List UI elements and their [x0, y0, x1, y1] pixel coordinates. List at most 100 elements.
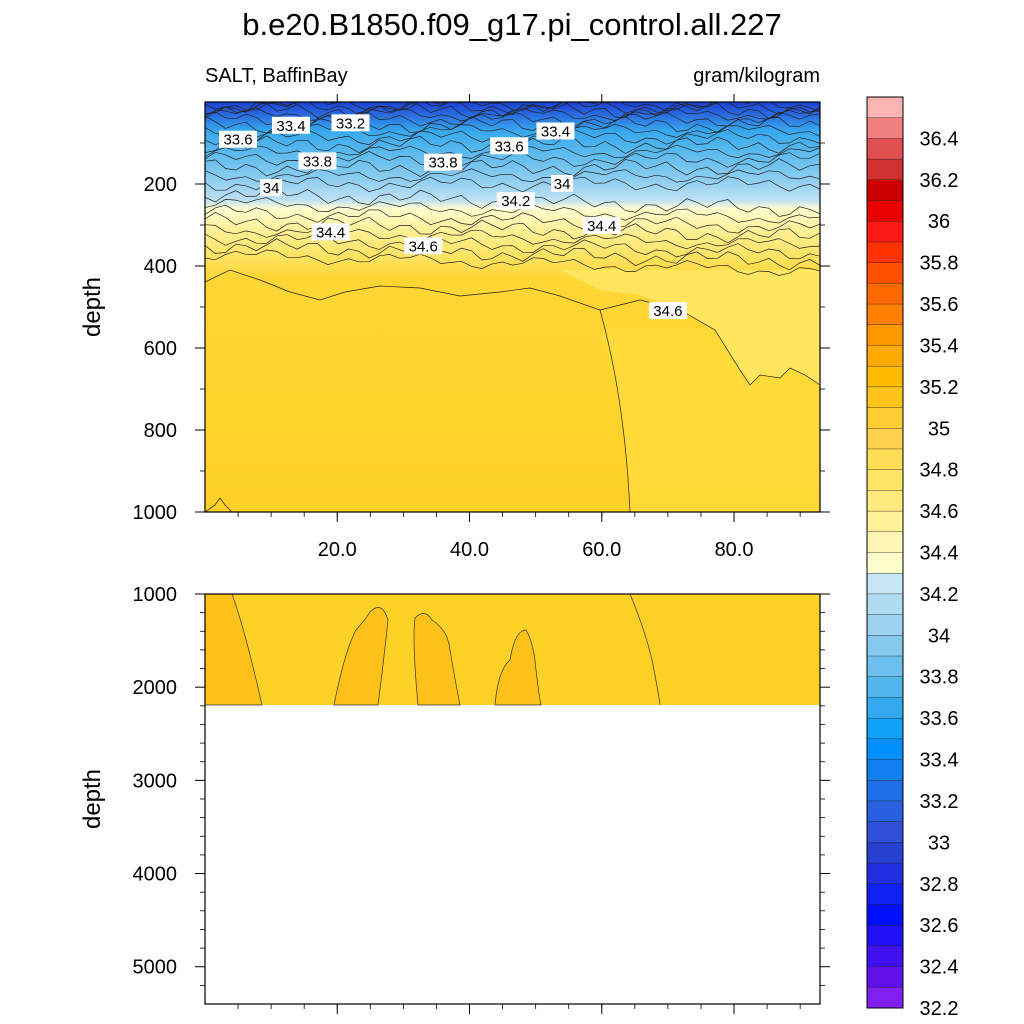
colorbar-label: 32.2 [920, 998, 959, 1020]
contour-label: 34.4 [582, 216, 621, 235]
contour-label-text: 33.8 [303, 153, 332, 170]
contour-line [205, 158, 820, 178]
colorbar: 36.4 36.2 36 35.8 35.6 35.4 35.2 35 34.8 34.6 34.4… [866, 96, 959, 1020]
x-tick-label: 20.0 [318, 539, 357, 561]
contour-label: 33.4 [536, 122, 575, 141]
contour-label-text: 33.4 [276, 118, 305, 135]
upper-deep-region [600, 330, 820, 512]
colorbar-box [866, 966, 904, 988]
colorbar-box [866, 490, 904, 512]
contour-line [205, 249, 820, 276]
colorbar-label: 33 [928, 832, 950, 854]
colorbar-label: 35 [928, 418, 950, 440]
y-tick-label: 5000 [133, 957, 178, 979]
colorbar-box [866, 386, 904, 409]
colorbar-box [866, 200, 904, 222]
colorbar-box [866, 821, 904, 843]
colorbar-box [866, 221, 904, 243]
colorbar-box [866, 428, 904, 450]
colorbar-box [866, 945, 904, 968]
y-tick-label: 1000 [133, 502, 178, 524]
contour-line [205, 224, 820, 250]
y-tick-label: 1000 [133, 584, 178, 606]
colorbar-box [866, 717, 904, 740]
colorbar-box [866, 655, 904, 678]
contour-label-text: 34.6 [409, 238, 438, 255]
contour-label: 34.6 [404, 237, 443, 255]
colorbar-label: 34.8 [920, 460, 959, 482]
colorbar-box [866, 469, 904, 491]
colorbar-box [866, 303, 904, 326]
x-tick-label: 60.0 [582, 539, 621, 561]
colorbar-box [866, 780, 904, 802]
colorbar-box [866, 117, 904, 139]
colorbar-frame [866, 96, 904, 1009]
contour-label-text: 33.2 [336, 115, 365, 132]
colorbar-box [866, 241, 904, 264]
contour-line [205, 102, 820, 112]
contour-line [205, 204, 820, 234]
colorbar-box [866, 324, 904, 346]
colorbar-box [866, 862, 904, 885]
contour-line [205, 102, 820, 119]
y-tick-label: 800 [144, 420, 177, 442]
colorbar-label: 34.2 [920, 584, 959, 606]
upper-ylabel: depth [79, 277, 106, 337]
contour-line [205, 197, 820, 224]
y-tick-label: 200 [144, 174, 177, 196]
lower-blob-2 [333, 607, 389, 706]
contour-label-text: 33.4 [541, 124, 570, 141]
chart-title: b.e20.B1850.f09_g17.pi_control.all.227 [242, 7, 782, 42]
contour-label: 34.2 [496, 192, 535, 210]
colorbar-label: 33.4 [920, 750, 959, 772]
contour-line [205, 102, 820, 116]
y-tick-label: 600 [144, 338, 177, 360]
colorbar-box [866, 283, 904, 305]
y-tick-label: 4000 [133, 864, 178, 886]
colorbar-box [866, 345, 904, 367]
colorbar-label: 33.2 [920, 791, 959, 813]
contour-label: 34 [551, 175, 574, 193]
contour-label: 33.4 [271, 116, 310, 135]
contour-label: 34.4 [311, 223, 350, 241]
colorbar-label: 33.8 [920, 667, 959, 689]
colorbar-box [866, 262, 904, 284]
contour-line [205, 176, 820, 193]
colorbar-box [866, 924, 904, 947]
contour-line [205, 232, 820, 260]
lower-blob-4 [494, 629, 542, 706]
colorbar-label: 34.6 [920, 501, 959, 523]
colorbar-box [866, 158, 904, 181]
colorbar-box [866, 573, 904, 595]
contour-label-text: 33.6 [495, 138, 524, 155]
colorbar-box [866, 138, 904, 160]
contour-small-bump [205, 497, 233, 512]
colorbar-label: 34.4 [920, 543, 959, 565]
colorbar-box [866, 987, 904, 1009]
upper-fresher-region [560, 270, 820, 385]
contour-label: 33.2 [331, 114, 370, 132]
colorbar-box [866, 96, 904, 119]
contour-label: 33.6 [219, 130, 258, 149]
colorbar-box [866, 531, 904, 554]
colorbar-label: 34 [928, 625, 950, 647]
colorbar-label: 33.6 [920, 708, 959, 730]
colorbar-box [866, 365, 904, 388]
lower-blob-3 [413, 613, 461, 706]
contour-label-text: 34 [263, 180, 280, 197]
contour-label: 33.6 [490, 137, 529, 155]
colorbar-box [866, 179, 904, 202]
colorbar-label: 36.2 [920, 170, 959, 192]
lower-ylabel: depth [79, 769, 106, 829]
lower-ticks: 1000 2000 3000 4000 5000 [133, 584, 830, 1014]
colorbar-label: 35.8 [920, 253, 959, 275]
colorbar-box [866, 593, 904, 616]
contour-label: 33.8 [298, 152, 337, 170]
colorbar-label: 32.4 [920, 957, 959, 979]
y-tick-label: 400 [144, 256, 177, 278]
contour-label-text: 34.4 [316, 224, 345, 241]
contour-label-text: 33.8 [428, 155, 457, 172]
y-tick-label: 2000 [133, 677, 178, 699]
contour-labels: 33.6 33.4 33.2 33.8 34 33.8 33.6 33.4 34 34.2 34.4… [219, 114, 687, 320]
colorbar-label: 36.4 [920, 128, 959, 150]
